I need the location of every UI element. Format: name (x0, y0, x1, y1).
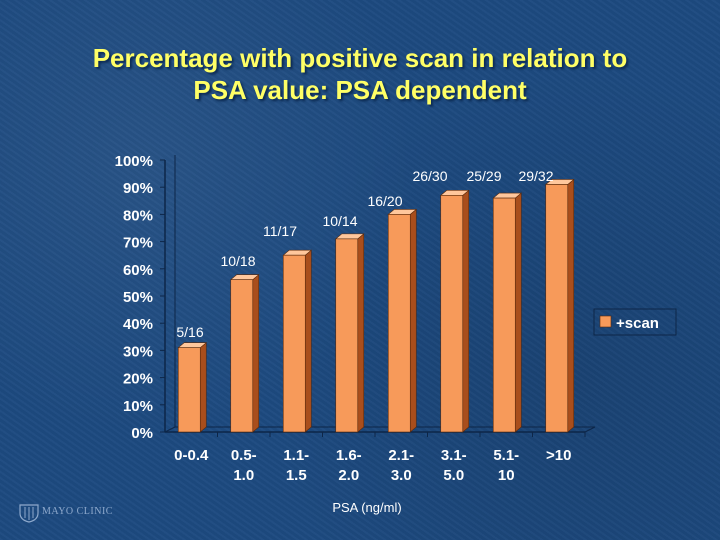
y-tick-label: 100% (115, 153, 153, 170)
legend-box (593, 308, 677, 336)
bar (177, 342, 208, 433)
bar-front (545, 184, 569, 433)
bar-side (252, 274, 260, 433)
y-tick-label: 0% (131, 425, 153, 442)
data-label: 11/17 (263, 223, 297, 239)
title-line-1: Percentage with positive scan in relatio… (92, 43, 628, 73)
data-label: 10/18 (220, 253, 255, 269)
mayo-clinic-logo-icon (19, 504, 39, 523)
chart-legend: +scan (593, 308, 677, 336)
x-tick-label: 1.6- (336, 447, 362, 464)
bar (229, 274, 260, 433)
bar-front (440, 195, 464, 433)
x-tick-label: 0.5- (231, 447, 257, 464)
bar-front (387, 214, 411, 433)
chart-axes: 0% 10% 20% 30% 40% 50% 60% 70% 80% 90% 100% 0-0.4 0.… (115, 153, 596, 515)
legend-swatch (599, 315, 612, 328)
x-axis-title: PSA (ng/ml) (332, 500, 401, 515)
bar-front (335, 238, 359, 433)
bar (544, 178, 575, 433)
data-label: 10/14 (322, 213, 357, 229)
bar-side (514, 192, 522, 433)
data-label: 5/16 (176, 324, 203, 340)
y-tick-label: 50% (123, 289, 153, 306)
y-tick-label: 60% (123, 262, 153, 279)
y-tick-label: 80% (123, 207, 153, 224)
x-tick-label: 1.0 (233, 467, 254, 484)
bar (387, 208, 418, 433)
bar (282, 249, 313, 433)
y-tick-label: 30% (123, 343, 153, 360)
bar-side (304, 249, 312, 433)
chart-bars (177, 178, 575, 433)
x-tick-label: 5.0 (443, 467, 464, 484)
bar (492, 192, 523, 433)
bar (334, 233, 365, 433)
bar-side (357, 233, 365, 433)
y-tick-label: 20% (123, 371, 153, 388)
logo-text: MAYO CLINIC (42, 506, 113, 517)
y-tick-label: 90% (123, 180, 153, 197)
x-tick-label: 3.1- (441, 447, 467, 464)
floor-corner-line (164, 426, 176, 433)
legend-label: +scan (616, 315, 659, 332)
data-label: 16/20 (367, 193, 402, 209)
slide-title: Percentage with positive scan in relatio… (0, 42, 720, 106)
chart-labels: 5/16 10/18 11/17 10/14 16/20 26/30 25/29 29/32 (176, 168, 553, 340)
y-tick-label: 40% (123, 316, 153, 333)
x-tick-label: 1.5 (286, 467, 307, 484)
y-tick-label: 10% (123, 398, 153, 415)
x-tick-label: 1.1- (283, 447, 309, 464)
data-label: 29/32 (518, 168, 553, 184)
bar-front (230, 279, 254, 433)
x-tick-label: >10 (546, 447, 571, 464)
x-tick-label: 2.1- (388, 447, 414, 464)
bar-side (567, 178, 575, 433)
x-tick-label: 3.0 (391, 467, 412, 484)
data-label: 25/29 (466, 168, 501, 184)
bar-front (492, 197, 516, 433)
bar-front (282, 254, 306, 433)
bar (439, 189, 470, 433)
data-label: 26/30 (412, 168, 447, 184)
x-tick-label: 5.1- (493, 447, 519, 464)
x-tick-label: 2.0 (338, 467, 359, 484)
bar-side (199, 342, 207, 433)
x-tick-label: 0-0.4 (174, 447, 209, 464)
title-line-2: PSA value: PSA dependent (193, 75, 527, 105)
bar-front (177, 347, 201, 433)
bar-side (462, 189, 470, 433)
x-tick-label: 10 (498, 467, 515, 484)
bar-side (409, 208, 417, 433)
floor-end-line (584, 426, 596, 433)
y-tick-label: 70% (123, 235, 153, 252)
